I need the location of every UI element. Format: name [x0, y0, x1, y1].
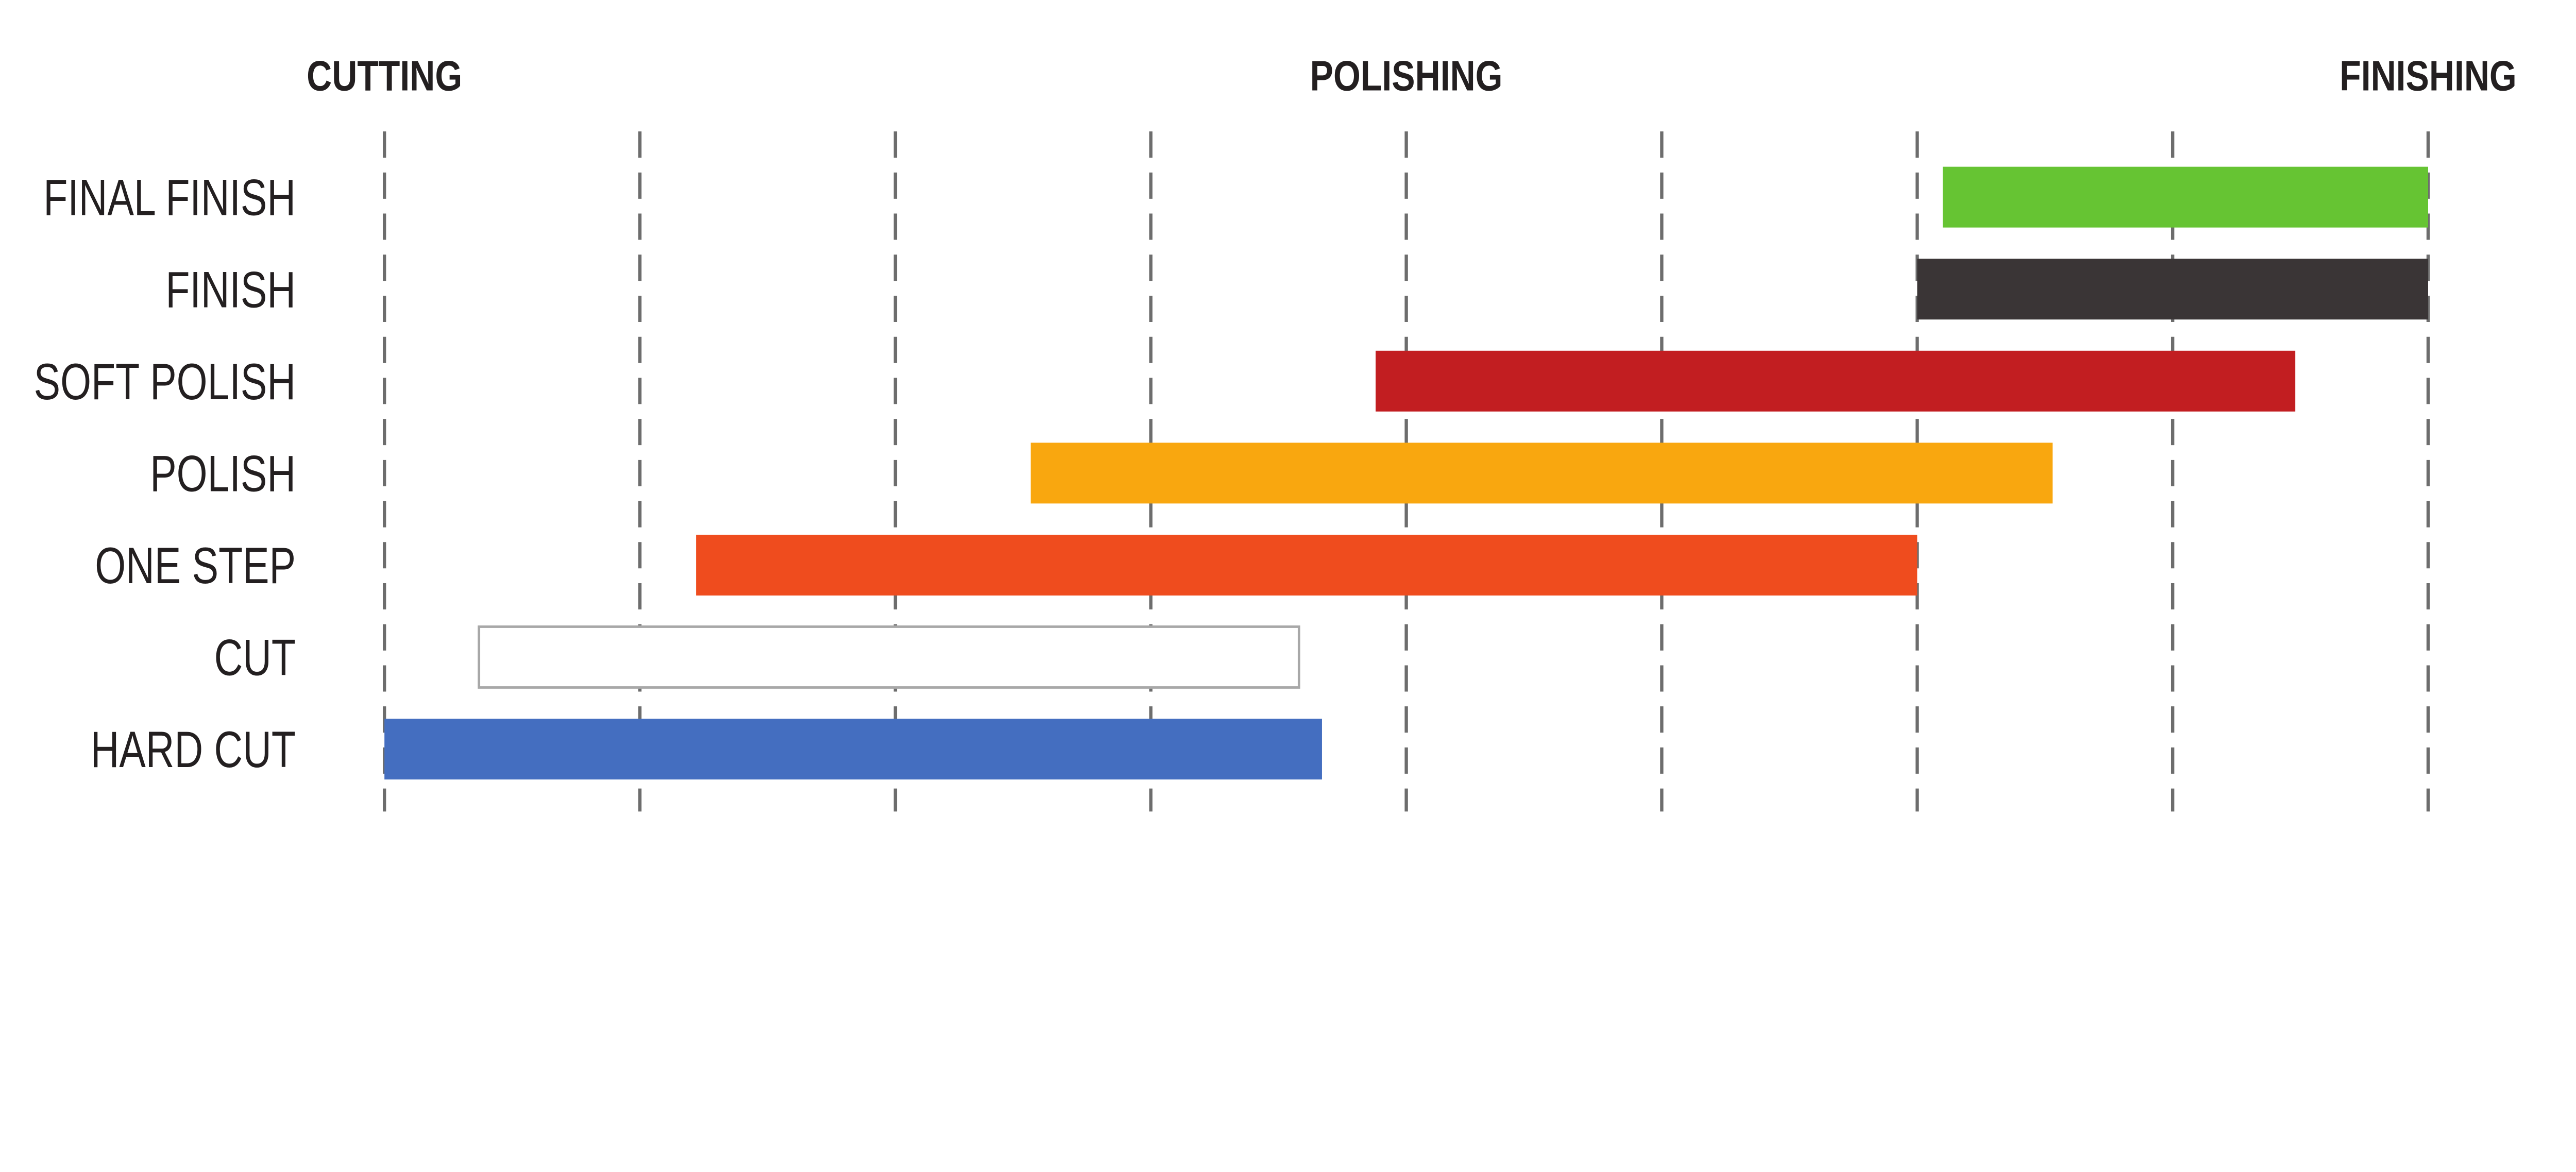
- category-label: HARD CUT: [91, 721, 296, 778]
- range-bar-chart: CUTTING POLISHING FINISHING FINAL FINISHFI…: [34, 52, 2517, 812]
- bar-hard-cut: [384, 719, 1322, 780]
- category-labels: FINAL FINISH FINISH SOFT POLISH POLISH ONE S…: [34, 169, 296, 778]
- bars: [384, 166, 2428, 780]
- bar-soft-polish: [1376, 350, 2296, 412]
- bar-finish: [1917, 259, 2428, 320]
- category-label: SOFT POLISH: [34, 353, 296, 410]
- category-label: CUT: [214, 629, 296, 686]
- category-label: POLISH: [150, 445, 296, 502]
- bar-final-finish: [1942, 166, 2428, 228]
- phase-labels: CUTTING POLISHING FINISHING: [307, 52, 2517, 100]
- phase-label: CUTTING: [307, 52, 462, 100]
- phase-label: FINISHING: [2340, 52, 2517, 100]
- bar-cut: [478, 625, 1300, 689]
- category-label: FINISH: [165, 261, 296, 318]
- bar-polish: [1030, 443, 2053, 504]
- phase-label: POLISHING: [1310, 52, 1503, 100]
- bar-one-step: [696, 534, 1918, 596]
- category-label: FINAL FINISH: [43, 169, 296, 226]
- category-label: ONE STEP: [95, 537, 296, 594]
